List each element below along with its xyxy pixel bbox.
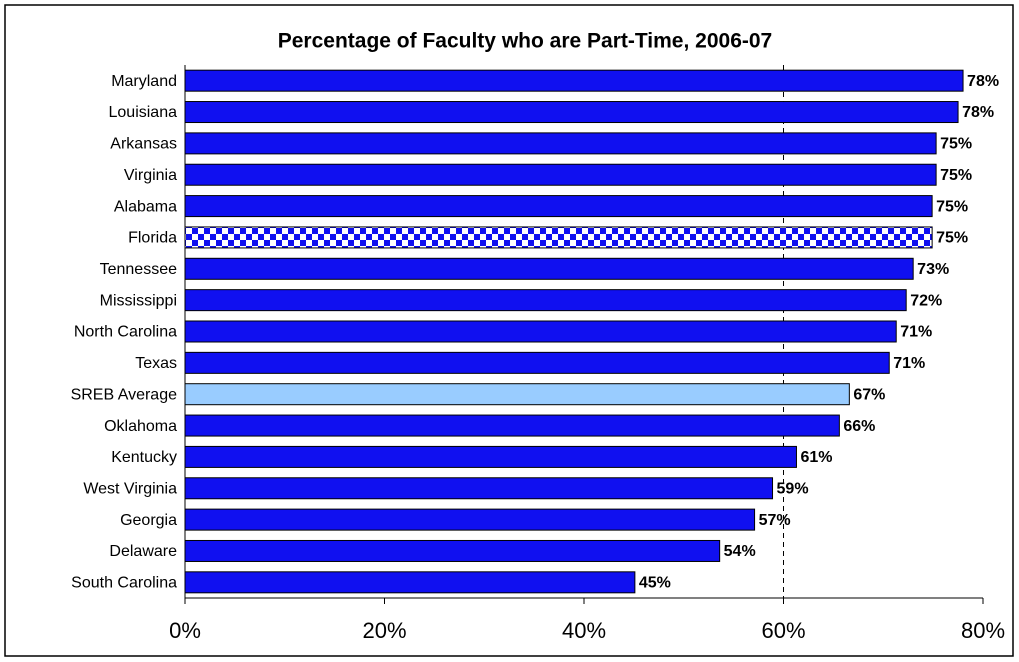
- y-tick-label: Florida: [128, 230, 177, 247]
- bar: [184, 195, 933, 218]
- y-tick-label: Arkansas: [110, 136, 177, 153]
- x-tick-label: 40%: [562, 618, 606, 643]
- bar: [184, 69, 964, 92]
- y-tick-label: North Carolina: [74, 324, 177, 341]
- y-tick-label: SREB Average: [71, 386, 178, 403]
- value-label: 75%: [940, 136, 972, 153]
- value-label: 71%: [900, 324, 932, 341]
- x-tick-label: 0%: [169, 618, 201, 643]
- value-label: 75%: [936, 198, 968, 215]
- y-tick-label: Delaware: [109, 543, 177, 560]
- y-tick-label: South Carolina: [71, 575, 177, 592]
- bar: [184, 539, 721, 562]
- y-tick-label: Tennessee: [100, 261, 177, 278]
- value-label: 73%: [917, 261, 949, 278]
- value-label: 59%: [777, 480, 809, 497]
- x-tick-label: 80%: [961, 618, 1005, 643]
- bar: [184, 571, 636, 594]
- value-label: 45%: [639, 575, 671, 592]
- y-tick-label: West Virginia: [83, 480, 177, 497]
- y-tick-label: Georgia: [120, 512, 177, 529]
- bar: [184, 445, 797, 468]
- value-label: 78%: [967, 73, 999, 90]
- y-tick-label: Maryland: [111, 73, 177, 90]
- value-label: 75%: [940, 167, 972, 184]
- y-tick-label: Oklahoma: [104, 418, 177, 435]
- value-label: 61%: [800, 449, 832, 466]
- bar: [184, 226, 933, 249]
- value-label: 54%: [724, 543, 756, 560]
- bar: [184, 289, 907, 312]
- value-label: 57%: [759, 512, 791, 529]
- y-tick-label: Texas: [135, 355, 177, 372]
- value-label: 78%: [962, 104, 994, 121]
- value-label: 72%: [910, 292, 942, 309]
- bar: [184, 320, 897, 343]
- y-tick-label: Kentucky: [111, 449, 177, 466]
- y-tick-label: Louisiana: [109, 104, 178, 121]
- bar: [184, 508, 756, 531]
- bar: [184, 101, 959, 124]
- bar: [184, 132, 937, 155]
- chart-title: Percentage of Faculty who are Part-Time,…: [278, 30, 772, 53]
- x-tick-label: 20%: [362, 618, 406, 643]
- bar: [184, 383, 850, 406]
- value-label: 66%: [843, 418, 875, 435]
- bar: [184, 351, 890, 374]
- y-tick-label: Mississippi: [100, 292, 177, 309]
- bar: [184, 477, 774, 500]
- y-tick-label: Alabama: [114, 198, 177, 215]
- value-label: 67%: [853, 386, 885, 403]
- value-label: 71%: [893, 355, 925, 372]
- y-tick-label: Virginia: [124, 167, 177, 184]
- bar: [184, 163, 937, 186]
- x-tick-label: 60%: [761, 618, 805, 643]
- bar: [184, 414, 840, 437]
- bar: [184, 257, 914, 280]
- value-label: 75%: [936, 230, 968, 247]
